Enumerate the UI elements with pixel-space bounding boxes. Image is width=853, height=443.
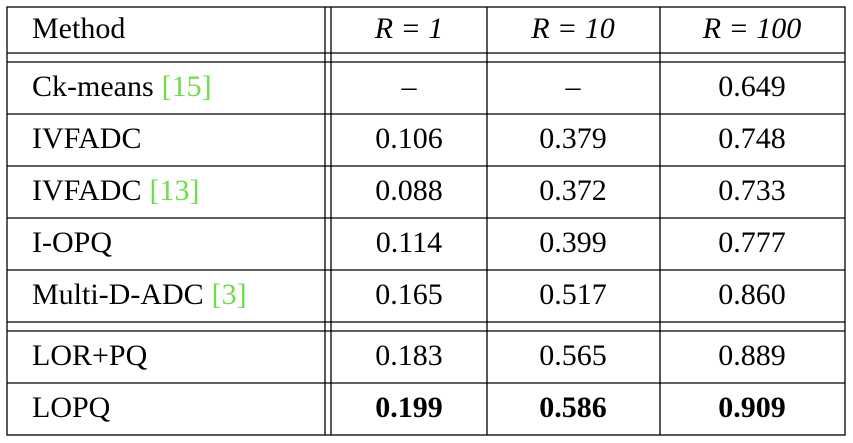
value-cell: 0.165 — [375, 278, 443, 311]
value-cell: 0.889 — [718, 339, 786, 372]
method-cell: IVFADC [13] — [32, 174, 199, 207]
value-cell: 0.183 — [375, 339, 443, 372]
value-cell: 0.088 — [375, 174, 443, 207]
citation: [3] — [212, 278, 247, 311]
value-cell: 0.517 — [539, 278, 607, 311]
value-cell: 0.379 — [539, 122, 607, 155]
method-name: LOPQ — [32, 391, 111, 424]
method-cell: LOPQ — [32, 391, 111, 424]
header-cell: R = 10 — [530, 12, 615, 45]
header-cell: Method — [32, 12, 125, 45]
value-cell: – — [565, 70, 582, 103]
value-cell: 0.199 — [375, 391, 443, 424]
method-cell: I-OPQ — [32, 226, 112, 259]
header-cell: R = 1 — [374, 12, 444, 45]
method-name: IVFADC — [32, 122, 141, 155]
method-cell: IVFADC — [32, 122, 141, 155]
citation: [15] — [162, 70, 212, 103]
method-cell: LOR+PQ — [32, 339, 148, 372]
header-cell: R = 100 — [702, 12, 802, 45]
value-cell: 0.748 — [718, 122, 786, 155]
value-cell: – — [401, 70, 418, 103]
method-name: Multi-D-ADC — [32, 278, 204, 311]
value-cell: 0.565 — [539, 339, 607, 372]
value-cell: 0.860 — [718, 278, 786, 311]
method-name: IVFADC — [32, 174, 141, 207]
citation: [13] — [149, 174, 199, 207]
value-cell: 0.372 — [539, 174, 607, 207]
method-cell: Multi-D-ADC [3] — [32, 278, 247, 311]
method-name: LOR+PQ — [32, 339, 148, 372]
value-cell: 0.733 — [718, 174, 786, 207]
method-cell: Ck-means [15] — [32, 70, 212, 103]
value-cell: 0.649 — [718, 70, 786, 103]
value-cell: 0.114 — [376, 226, 442, 259]
value-cell: 0.909 — [718, 391, 786, 424]
value-cell: 0.777 — [718, 226, 786, 259]
value-cell: 0.106 — [375, 122, 443, 155]
value-cell: 0.399 — [539, 226, 607, 259]
table-border — [6, 6, 846, 436]
value-cell: 0.586 — [539, 391, 607, 424]
method-name: Ck-means — [32, 70, 154, 103]
method-name: I-OPQ — [32, 226, 112, 259]
